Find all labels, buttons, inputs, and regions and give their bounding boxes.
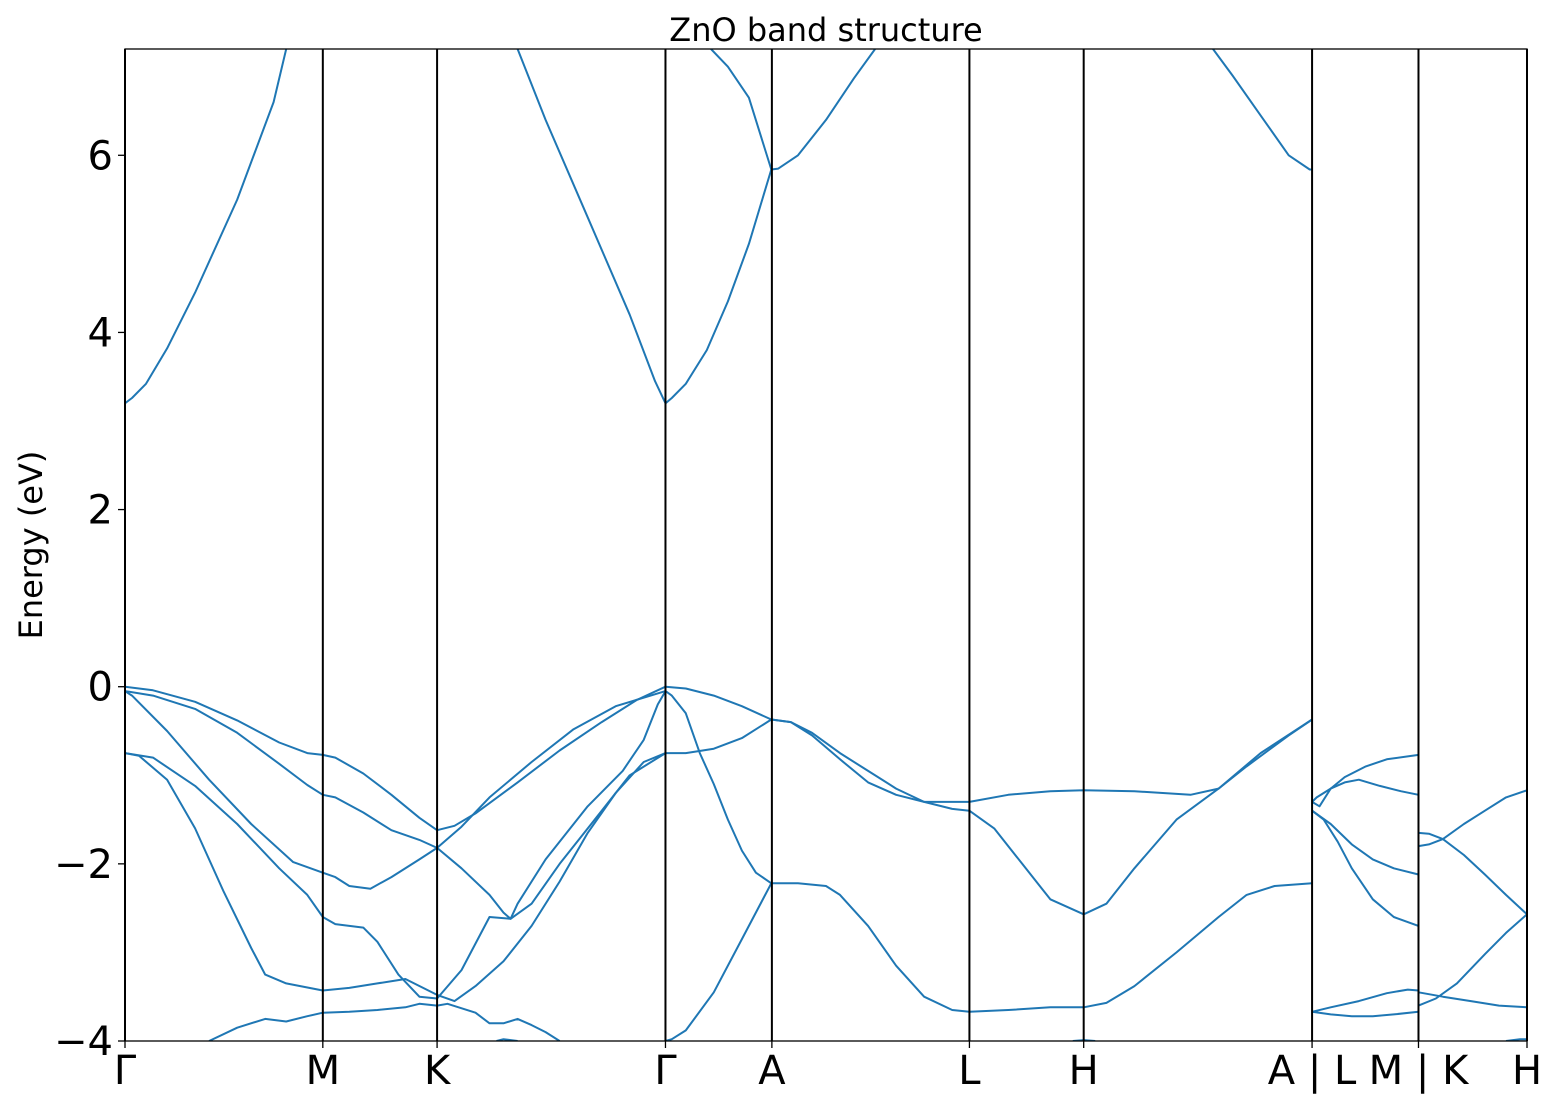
y-axis-label: Energy (eV) [12, 451, 50, 640]
band-3 [710, 49, 773, 170]
band-13 [665, 718, 1313, 803]
band-9 [125, 752, 667, 1000]
y-axis-ticks: −4 −2 0 2 4 6 [54, 133, 125, 1065]
band-26 [1418, 991, 1527, 1009]
band-15 [664, 690, 1313, 1013]
y-tick-label-4: 2 [88, 488, 113, 534]
band-25 [1418, 789, 1527, 848]
band-14 [665, 685, 1313, 916]
x-tick-label-4: Γ [654, 1048, 677, 1094]
band-11 [208, 1002, 561, 1041]
band-4 [771, 49, 876, 171]
band-16 [665, 882, 773, 1041]
y-tick-label-1: −4 [54, 1019, 113, 1065]
chart-title: ZnO band structure [669, 11, 982, 49]
band-7 [125, 690, 667, 920]
band-21 [1311, 809, 1419, 927]
band-23 [1311, 1010, 1419, 1018]
band-8 [125, 690, 666, 890]
x-axis-ticks: Γ M K Γ A L H A | L M | K H [114, 1041, 1542, 1094]
y-tick-label-3: 0 [88, 665, 113, 711]
band-5 [1212, 49, 1313, 171]
x-tick-label-1: Γ [114, 1048, 137, 1094]
band-22 [1311, 988, 1419, 1013]
x-tick-label-8: A | L [1268, 1048, 1357, 1094]
y-tick-label-6: 6 [88, 133, 113, 179]
plot-frame [124, 48, 1528, 1042]
x-tick-label-2: M [306, 1048, 341, 1094]
band-27 [1418, 913, 1527, 1007]
y-tick-label-5: 4 [88, 310, 113, 356]
band-6 [125, 685, 666, 832]
band-1 [125, 49, 288, 405]
band-20 [1311, 809, 1419, 876]
band-19 [1311, 753, 1419, 803]
band-10 [125, 752, 666, 1003]
x-tick-label-9: M | K [1369, 1048, 1470, 1094]
band-24 [1418, 831, 1527, 916]
band-lines [125, 49, 1527, 1041]
y-tick-label-2: −2 [54, 842, 113, 888]
x-tick-label-5: A [758, 1048, 786, 1094]
band-2 [516, 49, 773, 405]
x-tick-label-6: L [958, 1048, 981, 1094]
x-tick-label-7: H [1069, 1048, 1099, 1094]
x-tick-label-10: H [1512, 1048, 1542, 1094]
kpoint-separators [124, 49, 1528, 1041]
x-tick-label-3: K [424, 1048, 452, 1094]
band-18 [1311, 778, 1419, 808]
